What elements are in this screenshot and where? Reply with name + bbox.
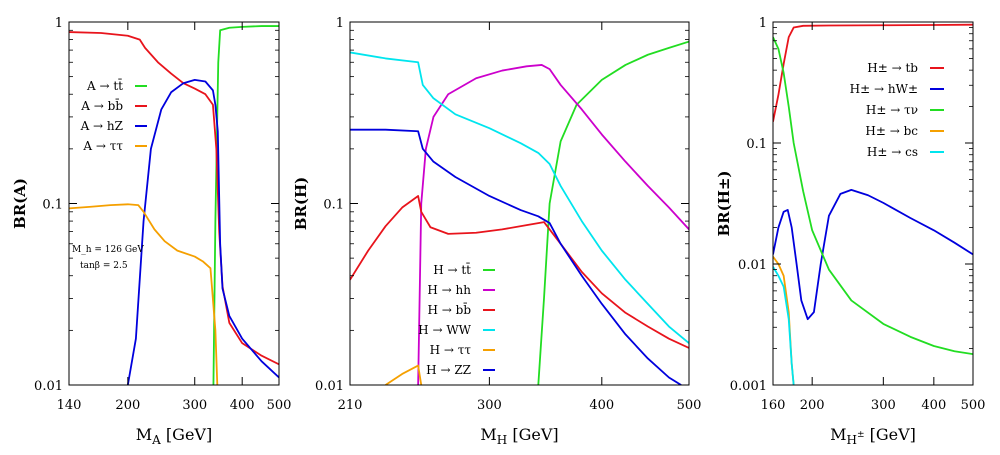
legend-label: H → bb̄ bbox=[427, 301, 471, 317]
y-tick-label: 0.01 bbox=[315, 379, 344, 394]
legend-label: H → tt̄ bbox=[433, 261, 471, 277]
y-tick-label: 1 bbox=[55, 16, 63, 31]
series-group bbox=[350, 40, 689, 385]
x-axis-label: MH [GeV] bbox=[480, 425, 558, 447]
y-axis-label: BR(A) bbox=[11, 178, 29, 229]
legend-label: H → ττ bbox=[430, 343, 472, 357]
legend-label: H± → tb bbox=[867, 61, 918, 75]
x-tick-label: 160 bbox=[761, 398, 786, 413]
series-group bbox=[69, 25, 279, 385]
y-tick-label: 0.01 bbox=[738, 258, 767, 273]
y-tick-label: 0.001 bbox=[730, 379, 767, 394]
legend-label: A → bb̄ bbox=[80, 97, 123, 113]
x-tick-label: 400 bbox=[921, 398, 946, 413]
series-line-4 bbox=[69, 203, 219, 385]
x-tick-label: 400 bbox=[589, 398, 614, 413]
y-tick-label: 1 bbox=[759, 16, 767, 31]
x-tick-label: 500 bbox=[267, 398, 292, 413]
x-tick-label: 500 bbox=[961, 398, 986, 413]
series-line-5 bbox=[773, 266, 795, 385]
series-group bbox=[773, 23, 973, 385]
panel-3: 0.001 0.01 0.1 1 160 200 300 400 500 MH± [GeV] BR(… bbox=[715, 16, 985, 447]
y-tick-label: 0.1 bbox=[42, 198, 63, 213]
x-tick-label: 400 bbox=[230, 398, 255, 413]
series-line-4 bbox=[350, 51, 689, 344]
x-tick-label: 200 bbox=[115, 398, 140, 413]
legend-label: A → hZ bbox=[80, 119, 123, 133]
x-tick-label: 300 bbox=[871, 398, 896, 413]
legend-label: A → ττ bbox=[82, 139, 123, 153]
legend-label: H± → cs bbox=[867, 145, 918, 159]
plot-frame bbox=[349, 21, 690, 386]
legend-label: H± → τν bbox=[866, 103, 918, 117]
series-line-2 bbox=[69, 31, 279, 366]
y-tick-label: 0.1 bbox=[746, 137, 767, 152]
plot-frame bbox=[772, 21, 974, 386]
y-axis-label: BR(H) bbox=[292, 177, 310, 231]
annotation: tanβ = 2.5 bbox=[80, 261, 128, 271]
legend-label: A → tt̄ bbox=[86, 77, 123, 93]
series-line-1 bbox=[773, 23, 973, 122]
x-axis-label: MA [GeV] bbox=[136, 425, 212, 447]
legend-label: H± → hW± bbox=[850, 82, 918, 96]
x-tick-label: 300 bbox=[182, 398, 207, 413]
panel-1: 0.01 0.1 1 140 200 300 400 500 MA [GeV] BR(A) A → … bbox=[11, 16, 291, 447]
x-tick-label: 300 bbox=[477, 398, 502, 413]
x-tick-label: 140 bbox=[57, 398, 82, 413]
legend-label: H± → bc bbox=[865, 124, 918, 138]
legend-label: H → WW bbox=[418, 323, 471, 337]
series-line-5 bbox=[385, 364, 423, 385]
x-tick-label: 500 bbox=[677, 398, 702, 413]
y-tick-label: 1 bbox=[336, 16, 344, 31]
series-line-3 bbox=[773, 36, 973, 355]
series-line-2 bbox=[773, 188, 973, 321]
y-tick-label: 0.1 bbox=[323, 198, 344, 213]
panel-2: 0.01 0.1 1 210 300 400 500 MH [GeV] BR(H) H → tt̄… bbox=[292, 16, 701, 447]
series-line-1 bbox=[212, 25, 279, 385]
series-line-1 bbox=[537, 40, 689, 385]
annotation: M_h = 126 GeV bbox=[72, 245, 144, 255]
series-line-6 bbox=[350, 128, 682, 385]
x-tick-label: 210 bbox=[338, 398, 363, 413]
x-axis-label: MH± [GeV] bbox=[830, 425, 916, 447]
series-line-3 bbox=[126, 78, 279, 385]
series-line-3 bbox=[350, 195, 689, 349]
y-tick-label: 0.01 bbox=[34, 379, 63, 394]
y-axis-label: BR(H±) bbox=[715, 170, 733, 236]
legend-label: H → hh bbox=[427, 283, 471, 297]
legend-label: H → ZZ bbox=[426, 363, 471, 377]
series-line-2 bbox=[417, 64, 689, 385]
x-tick-label: 200 bbox=[800, 398, 825, 413]
